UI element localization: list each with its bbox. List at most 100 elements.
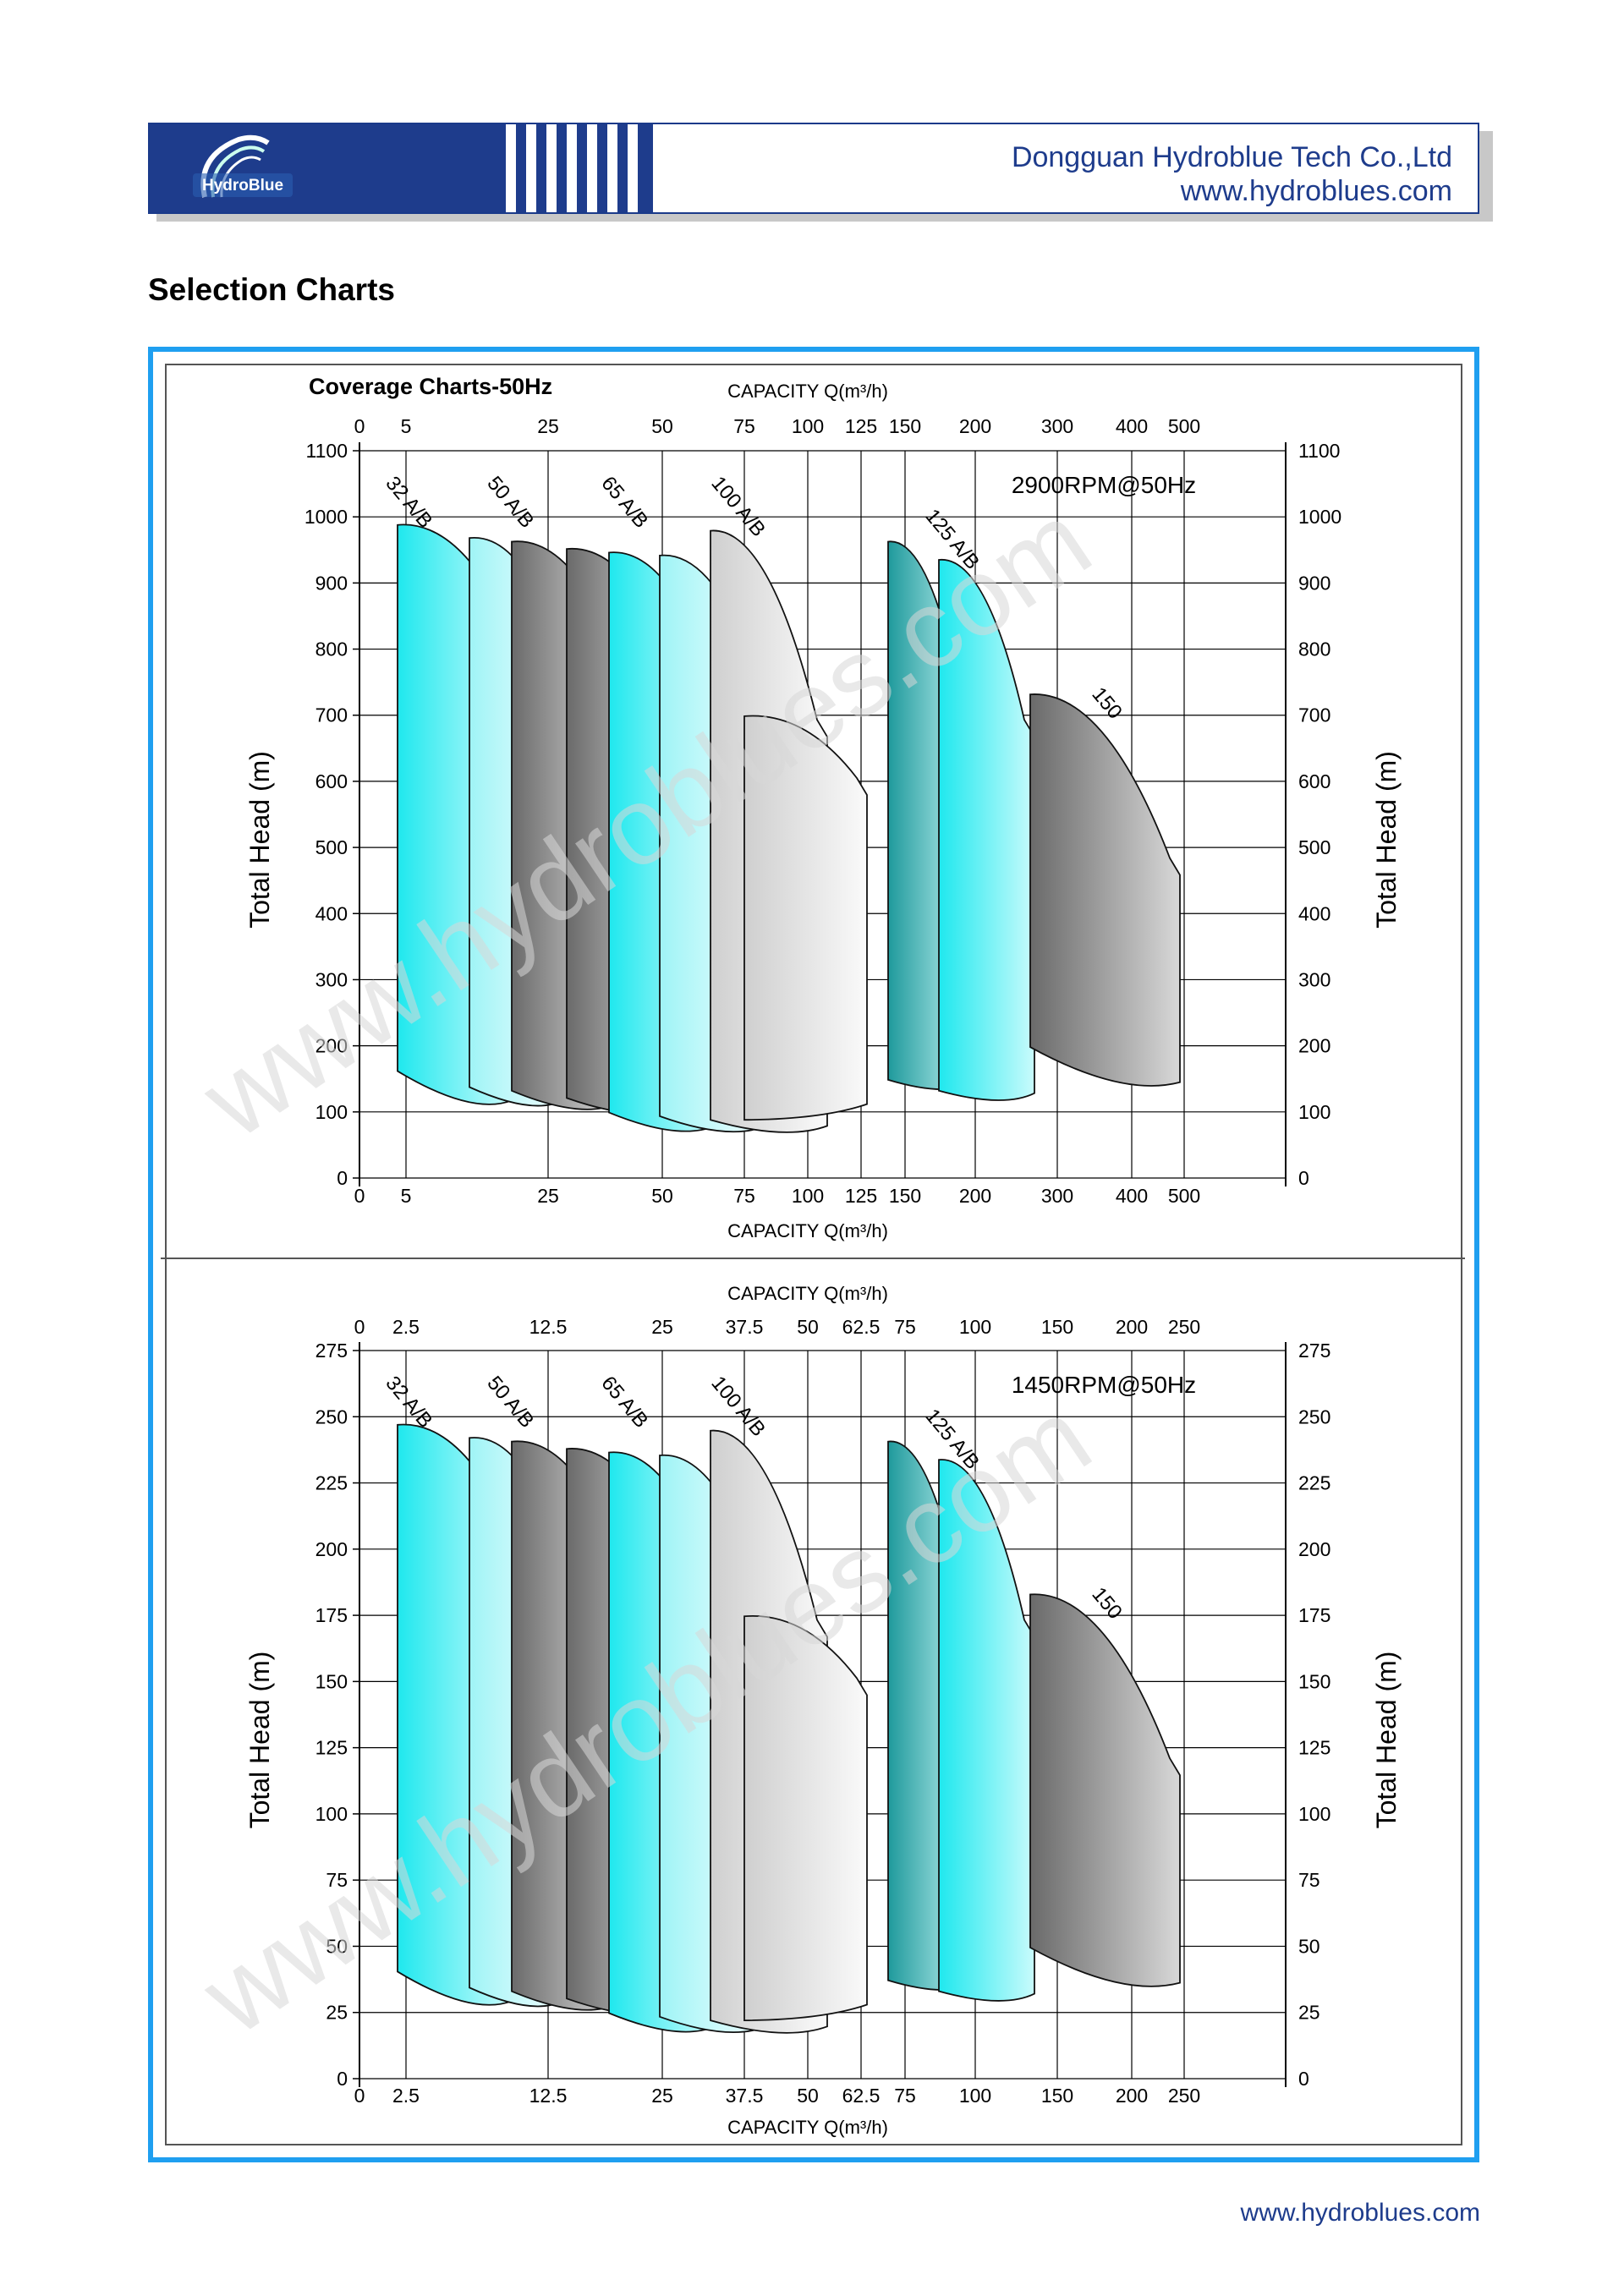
y-tick-label-left: 600: [315, 770, 348, 792]
y-tick-label-right: 0: [1298, 1167, 1309, 1189]
y-tick-label-right: 200: [1298, 1538, 1330, 1560]
region-label: 32 A/B: [381, 472, 436, 533]
y-tick-label-right: 50: [1298, 1935, 1320, 1957]
y-tick-label-left: 75: [326, 1869, 348, 1891]
coverage-band: [1029, 1593, 1181, 1987]
y-tick-label-left: 300: [315, 968, 348, 990]
x-tick-label-bottom: 37.5: [726, 2085, 764, 2107]
y-axis-label-left: Total Head (m): [244, 751, 275, 929]
x-tick-label-top: 200: [959, 415, 991, 437]
x-tick-label-top: 100: [959, 1316, 991, 1338]
x-tick-label-top: 150: [1041, 1316, 1073, 1338]
coverage-band: [743, 1614, 868, 2022]
y-tick-label-left: 100: [315, 1803, 348, 1825]
x-tick-label-bottom: 250: [1168, 2085, 1200, 2107]
x-tick-label-bottom: 200: [1116, 2085, 1148, 2107]
coverage-band: [938, 1459, 1035, 2002]
x-tick-label-bottom: 2.5: [392, 2085, 420, 2107]
y-tick-label-left: 100: [315, 1101, 348, 1123]
x-tick-label-top: 100: [792, 415, 824, 437]
page-header: HydroBlue Dongguan Hydroblue Tech Co.,Lt…: [148, 123, 1493, 222]
y-tick-label-right: 200: [1298, 1035, 1330, 1057]
x-tick-label-bottom: 100: [959, 2085, 991, 2107]
y-tick-label-right: 100: [1298, 1803, 1330, 1825]
logo-text: HydroBlue: [202, 177, 283, 195]
y-tick-label-left: 400: [315, 902, 348, 924]
x-tick-label-bottom: 300: [1041, 1185, 1073, 1207]
x-tick-label-bottom: 150: [1041, 2085, 1073, 2107]
y-tick-label-right: 225: [1298, 1472, 1330, 1494]
x-axis-label-bottom: CAPACITY Q(m³/h): [727, 2117, 888, 2138]
y-tick-label-left: 200: [315, 1538, 348, 1560]
y-tick-label-right: 275: [1298, 1340, 1330, 1362]
region-label: 50 A/B: [482, 1372, 538, 1433]
x-tick-label-top: 62.5: [842, 1316, 881, 1338]
x-tick-label-bottom: 12.5: [529, 2085, 568, 2107]
coverage-band: [743, 715, 868, 1121]
y-axis-label-right: Total Head (m): [1371, 1652, 1402, 1829]
region-label: 150: [1087, 1583, 1126, 1624]
x-tick-label-bottom: 62.5: [842, 2085, 881, 2107]
x-tick-label-bottom: 50: [651, 1185, 673, 1207]
y-tick-label-right: 125: [1298, 1737, 1330, 1759]
x-tick-label-top: 37.5: [726, 1316, 764, 1338]
x-tick-label-bottom: 50: [797, 2085, 819, 2107]
x-tick-label-top: 300: [1041, 415, 1073, 437]
y-tick-label-left: 275: [315, 1340, 348, 1362]
y-axis-label-left: Total Head (m): [244, 1652, 275, 1829]
region-label: 32 A/B: [381, 1372, 436, 1433]
coverage-band: [938, 559, 1035, 1101]
header-bar: HydroBlue Dongguan Hydroblue Tech Co.,Lt…: [148, 123, 1479, 214]
x-tick-label-top: 0: [354, 415, 365, 437]
y-tick-label-right: 1000: [1298, 506, 1341, 528]
y-tick-label-right: 700: [1298, 704, 1330, 726]
y-tick-label-left: 175: [315, 1604, 348, 1626]
y-tick-label-right: 400: [1298, 902, 1330, 924]
x-tick-label-bottom: 400: [1116, 1185, 1148, 1207]
x-tick-label-top: 25: [651, 1316, 673, 1338]
y-tick-label-left: 700: [315, 704, 348, 726]
speed-label: 1450RPM@50Hz: [1012, 1372, 1196, 1398]
chart-divider: [161, 1258, 1465, 1259]
x-tick-label-bottom: 75: [894, 2085, 916, 2107]
x-tick-label-top: 75: [894, 1316, 916, 1338]
x-tick-label-top: 12.5: [529, 1316, 568, 1338]
y-tick-label-right: 150: [1298, 1670, 1330, 1692]
header-url[interactable]: www.hydroblues.com: [1180, 175, 1452, 207]
x-tick-label-top: 150: [889, 415, 921, 437]
y-tick-label-right: 300: [1298, 968, 1330, 990]
x-tick-label-top: 75: [733, 415, 755, 437]
x-tick-label-top: 2.5: [392, 1316, 420, 1338]
y-tick-label-left: 25: [326, 2002, 348, 2024]
y-tick-label-right: 1100: [1298, 440, 1340, 462]
x-axis-label-top: CAPACITY Q(m³/h): [727, 1283, 888, 1304]
footer-url[interactable]: www.hydroblues.com: [1240, 2199, 1480, 2227]
x-tick-label-top: 50: [651, 415, 673, 437]
header-blue-panel: HydroBlue: [150, 124, 653, 212]
coverage-band: [1029, 693, 1181, 1087]
y-tick-label-left: 1000: [304, 506, 348, 528]
y-tick-label-left: 200: [315, 1035, 348, 1057]
x-tick-label-bottom: 150: [889, 1185, 921, 1207]
y-tick-label-right: 600: [1298, 770, 1330, 792]
region-label: 50 A/B: [482, 472, 538, 533]
region-label: 65 A/B: [596, 1372, 652, 1433]
company-name: Dongguan Hydroblue Tech Co.,Ltd: [1011, 141, 1452, 173]
y-tick-label-left: 0: [337, 2068, 348, 2090]
x-tick-label-top: 125: [845, 415, 877, 437]
region-label: 150: [1087, 683, 1126, 724]
y-tick-label-left: 0: [337, 1167, 348, 1189]
y-tick-label-right: 25: [1298, 2002, 1320, 2024]
y-tick-label-right: 0: [1298, 2068, 1309, 2090]
y-tick-label-left: 150: [315, 1670, 348, 1692]
y-tick-label-left: 1100: [306, 440, 348, 462]
y-tick-label-right: 250: [1298, 1406, 1330, 1427]
x-tick-label-bottom: 25: [537, 1185, 559, 1207]
y-tick-label-right: 800: [1298, 638, 1330, 660]
y-tick-label-right: 100: [1298, 1101, 1330, 1123]
chart-title: Coverage Charts-50Hz: [309, 374, 552, 399]
section-title: Selection Charts: [148, 272, 395, 307]
